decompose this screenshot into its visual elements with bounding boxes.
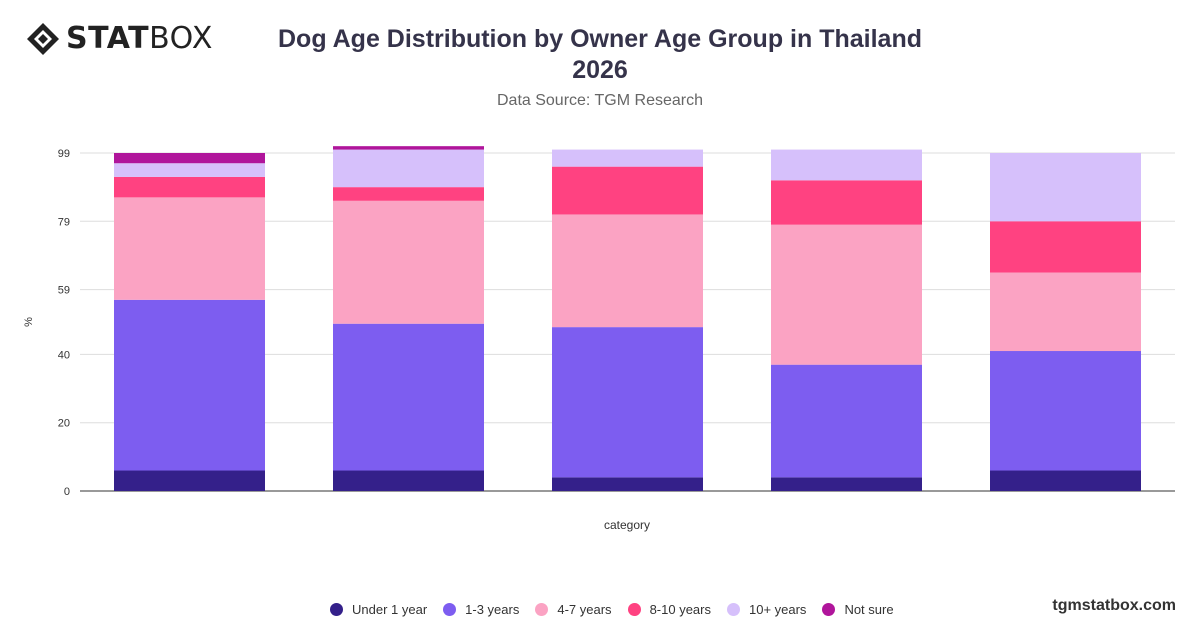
legend-item[interactable]: 8-10 years	[627, 602, 711, 617]
bar-segment	[771, 364, 922, 478]
bar-segment	[990, 153, 1141, 222]
bar-segment	[771, 477, 922, 491]
bar-segment	[114, 299, 265, 471]
bar-segment	[990, 272, 1141, 352]
legend-swatch	[726, 603, 740, 616]
bar-segment	[552, 477, 703, 491]
y-tick-label: 99	[58, 148, 70, 160]
statbox-logo: STATBOX	[26, 22, 213, 56]
chart-title: Dog Age Distribution by Owner Age Group …	[250, 24, 950, 86]
legend-item[interactable]: 10+ years	[726, 602, 807, 617]
x-axis-label: category	[604, 518, 650, 532]
legend-item[interactable]: 4-7 years	[535, 602, 612, 617]
legend-swatch	[627, 603, 641, 616]
legend-label: 4-7 years	[557, 602, 612, 617]
diamond-logo-icon	[27, 23, 59, 55]
legend-swatch	[330, 603, 343, 616]
bar-segment	[333, 149, 484, 188]
chart-subtitle: Data Source: TGM Research	[496, 92, 703, 109]
bar-segment	[114, 163, 265, 177]
bar-segment	[990, 351, 1141, 471]
bar-segment	[771, 149, 922, 181]
y-tick-label: 40	[58, 349, 70, 361]
bar-segment	[552, 327, 703, 478]
chart-title-line-1: Dog Age Distribution by Owner Age Group …	[278, 25, 922, 53]
bar-segment	[333, 470, 484, 491]
bar-segment	[990, 221, 1141, 273]
watermark: tgmstatbox.com	[1052, 597, 1176, 614]
legend-swatch	[535, 603, 549, 616]
legend-item[interactable]: Under 1 year	[330, 602, 427, 617]
chart-legend: Under 1 year 1-3 years 4-7 years 8-10 years…	[330, 602, 910, 617]
legend-label: 10+ years	[748, 602, 807, 617]
bar-segment	[114, 197, 265, 300]
bar-segment	[552, 214, 703, 328]
y-tick-label: 20	[58, 418, 70, 430]
bar-segment	[333, 146, 484, 150]
legend-swatch	[822, 603, 836, 616]
y-tick-label: 0	[64, 486, 70, 498]
logo-text: STATBOX	[66, 21, 213, 56]
bar-segment	[114, 176, 265, 198]
bar-segment	[114, 153, 265, 164]
y-tick-label: 79	[58, 216, 70, 228]
chart-title-line-2: 2026	[572, 56, 628, 84]
legend-label: Under 1 year	[352, 602, 428, 617]
bar-segment	[333, 200, 484, 324]
bar-segment	[771, 224, 922, 365]
legend-swatch	[443, 603, 457, 616]
legend-label: 8-10 years	[649, 602, 711, 617]
bar-segment	[333, 323, 484, 471]
y-tick-label: 59	[58, 285, 70, 297]
bar-segment	[333, 187, 484, 201]
bar-segment	[114, 470, 265, 491]
legend-item[interactable]: Not sure	[822, 602, 894, 617]
bar-segment	[552, 149, 703, 167]
bar-segment	[552, 166, 703, 215]
y-axis-label: %	[23, 317, 35, 327]
legend-label: 1-3 years	[465, 602, 520, 617]
legend-item[interactable]: 1-3 years	[443, 602, 519, 617]
legend-label: Not sure	[844, 602, 894, 617]
bar-segment	[771, 180, 922, 225]
bar-segment	[990, 470, 1141, 491]
